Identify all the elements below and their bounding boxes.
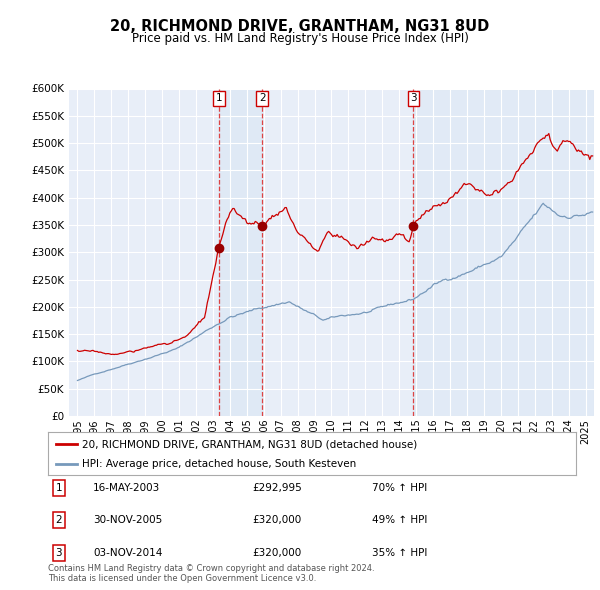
Text: 1: 1 — [55, 483, 62, 493]
Text: 2: 2 — [259, 93, 266, 103]
Text: 20, RICHMOND DRIVE, GRANTHAM, NG31 8UD: 20, RICHMOND DRIVE, GRANTHAM, NG31 8UD — [110, 19, 490, 34]
Text: Price paid vs. HM Land Registry's House Price Index (HPI): Price paid vs. HM Land Registry's House … — [131, 32, 469, 45]
Text: 20, RICHMOND DRIVE, GRANTHAM, NG31 8UD (detached house): 20, RICHMOND DRIVE, GRANTHAM, NG31 8UD (… — [82, 440, 418, 450]
Text: 3: 3 — [55, 548, 62, 558]
Text: 1: 1 — [216, 93, 223, 103]
Text: £320,000: £320,000 — [252, 548, 301, 558]
Text: HPI: Average price, detached house, South Kesteven: HPI: Average price, detached house, Sout… — [82, 460, 356, 469]
Text: £292,995: £292,995 — [252, 483, 302, 493]
Text: 35% ↑ HPI: 35% ↑ HPI — [372, 548, 427, 558]
Text: 03-NOV-2014: 03-NOV-2014 — [93, 548, 163, 558]
Text: 49% ↑ HPI: 49% ↑ HPI — [372, 516, 427, 525]
Text: 3: 3 — [410, 93, 417, 103]
Bar — [413, 88, 594, 416]
Text: 16-MAY-2003: 16-MAY-2003 — [93, 483, 160, 493]
Text: Contains HM Land Registry data © Crown copyright and database right 2024.
This d: Contains HM Land Registry data © Crown c… — [48, 563, 374, 583]
Bar — [219, 88, 262, 416]
Text: 2: 2 — [55, 516, 62, 525]
Text: £320,000: £320,000 — [252, 516, 301, 525]
Text: 30-NOV-2005: 30-NOV-2005 — [93, 516, 162, 525]
Text: 70% ↑ HPI: 70% ↑ HPI — [372, 483, 427, 493]
